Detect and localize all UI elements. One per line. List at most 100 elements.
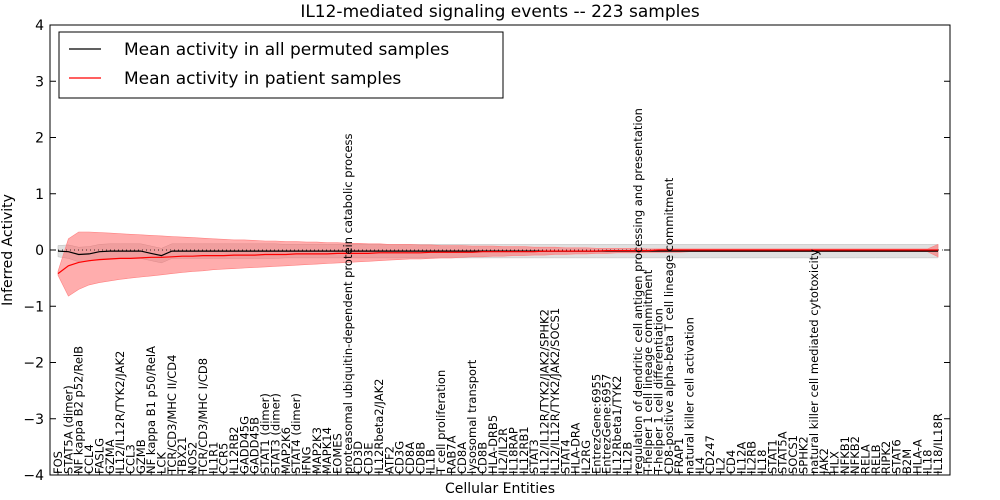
category-label: RELB: [869, 444, 883, 474]
category-label: STAT5A: [776, 431, 790, 474]
category-label: MAP2K3: [310, 427, 324, 474]
category-label: T cell proliferation: [434, 370, 448, 475]
y-tick-label: 3: [35, 74, 44, 90]
patient-mean-line: [57, 249, 938, 275]
category-label: IL12/IL12R/TYK2/JAK2/SOCS1: [548, 308, 562, 474]
category-label: IL18/IL18R: [931, 413, 945, 474]
category-label: EOMES: [331, 433, 345, 474]
category-label: FOS: [51, 451, 65, 474]
category-label: STAT3: [527, 439, 541, 474]
category-label: TCR/CD3/MHC I/CD8: [196, 358, 210, 475]
category-label: MAPK14: [320, 427, 334, 474]
y-tick-label: 0: [35, 243, 44, 259]
category-label: FASLG: [92, 438, 106, 474]
category-label: MAP2K6: [279, 427, 293, 474]
category-label: GADD45G: [237, 416, 251, 474]
category-label: IL18: [755, 450, 769, 474]
category-label: CD8B: [413, 442, 427, 474]
category-label: CD3G: [393, 441, 407, 474]
category-label: NOS2: [186, 442, 200, 474]
y-tick-label: 1: [35, 187, 44, 203]
y-tick-label: −3: [23, 412, 44, 428]
category-label: NF kappa B1 p50/RelA: [144, 346, 158, 474]
category-label: STAT1: [765, 439, 779, 474]
category-label: CD3E: [362, 443, 376, 474]
legend-label-permuted: Mean activity in all permuted samples: [124, 40, 449, 60]
patient-band: [57, 231, 939, 297]
series-lines: [50, 249, 950, 275]
category-label: STAT6: [890, 439, 904, 474]
category-label: CD8A: [455, 442, 469, 474]
category-label: CD8-positive alpha-beta T cell lineage c…: [662, 177, 676, 474]
category-label: IL1B: [424, 449, 438, 474]
category-label: IL18: [921, 450, 935, 474]
category-label: natural killer cell activation: [683, 317, 697, 474]
category-label: IL2RB: [745, 441, 759, 474]
category-label: CCR5: [217, 443, 231, 474]
category-label: IL12Rbeta2/JAK2: [372, 379, 386, 474]
category-label: STAT1 (dimer): [258, 393, 272, 474]
legend-box: [58, 31, 504, 99]
category-label: IL2/IL2R: [496, 428, 510, 474]
category-label: IL12RB2: [227, 426, 241, 474]
category-label: SPHK2: [796, 436, 810, 474]
category-label: CD8A: [403, 442, 417, 474]
category-label: GZMA: [103, 439, 117, 474]
x-axis-label: Cellular Entities: [445, 481, 555, 497]
category-label: NFKB1: [838, 436, 852, 474]
category-label: NFKB2: [848, 436, 862, 474]
category-label: CD4: [724, 450, 738, 474]
category-label: STAT4 (dimer): [289, 393, 303, 474]
category-label: IFNG: [300, 446, 314, 474]
category-label: natural killer cell mediated cytotoxicit…: [807, 249, 821, 474]
category-label: IL12Rbeta1/TYK2: [610, 376, 624, 474]
category-label: STAT5A (dimer): [61, 385, 75, 474]
category-label: T-helper 1 cell lineage commitment: [641, 269, 655, 475]
category-label: IL12/IL12R/TYK2/JAK2: [113, 351, 127, 474]
category-label: FRAP1: [672, 438, 686, 474]
category-label: IL2: [714, 457, 728, 474]
category-label: EntrezGene:6955: [589, 374, 603, 474]
category-label: RAB7A: [444, 435, 458, 474]
category-label: IL1R1: [206, 442, 220, 474]
category-label: HLA-A: [910, 439, 924, 474]
category-label: ATF2: [382, 446, 396, 474]
category-label: TBX21: [175, 437, 189, 475]
category-label: IL2RG: [579, 440, 593, 474]
category-label: STAT4: [558, 439, 572, 474]
y-tick-label: 4: [35, 18, 44, 34]
y-tick-label: −4: [23, 468, 44, 484]
category-label: GZMB: [134, 439, 148, 474]
category-label: T-helper 1 cell differentiation: [652, 308, 666, 475]
category-label: IL12A: [734, 442, 748, 474]
category-label: CD8B: [476, 442, 490, 474]
category-label: IL12B: [620, 442, 634, 474]
category-label: SOCS1: [786, 435, 800, 474]
category-label: LCK: [155, 452, 169, 474]
category-label: EntrezGene:6957: [600, 374, 614, 474]
category-label: IL12RB1: [517, 426, 531, 474]
legend: Mean activity in all permuted samples Me…: [58, 31, 504, 99]
chart-title: IL12-mediated signaling events -- 223 sa…: [300, 2, 700, 22]
y-tick-label: 2: [35, 131, 44, 147]
category-label: IL18RAP: [507, 427, 521, 474]
category-label: CD247: [703, 435, 717, 474]
category-label: GADD45B: [248, 417, 262, 474]
category-label: lysosomal transport: [465, 359, 479, 474]
y-tick-label: −1: [23, 299, 44, 315]
category-label: JAK2: [817, 448, 831, 475]
legend-label-patient: Mean activity in patient samples: [124, 69, 401, 89]
category-label: HLX: [828, 451, 842, 474]
category-label: IL12/IL12R/TYK2/JAK2/SPHK2: [538, 309, 552, 474]
category-label: CD3D: [351, 441, 365, 474]
y-axis: −4 −3 −2 −1 0 1 2 3 4: [23, 18, 950, 484]
y-tick-label: −2: [23, 356, 44, 372]
category-label: TCR/CD3/MHC II/CD4: [165, 355, 179, 475]
category-label: IL4: [693, 457, 707, 474]
category-label: B2M: [900, 449, 914, 474]
category-label: regulation of dendritic cell antigen pro…: [631, 108, 645, 474]
category-label: HLA-DRB5: [486, 415, 500, 474]
confidence-bands: [57, 231, 939, 297]
